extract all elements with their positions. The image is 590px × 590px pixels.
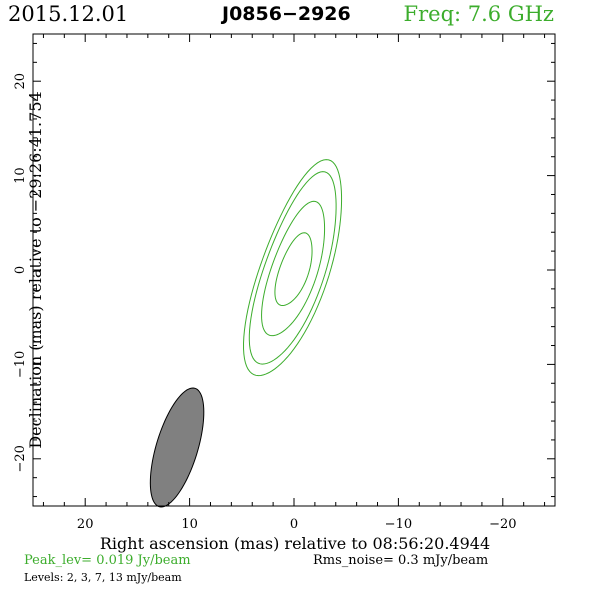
contour-level-2	[243, 159, 343, 377]
y-axis-label: Declination (mas) relative to −29:26:41.…	[26, 91, 45, 448]
plot-frame	[32, 33, 556, 507]
rms-noise: Rms_noise= 0.3 mJy/beam	[313, 553, 489, 568]
y-tick-label: 0	[13, 266, 28, 274]
axis-ticks	[33, 34, 555, 506]
axis-tick-labels: 20 10 0 −10 −20 20 10 0 −10 −20	[13, 73, 517, 532]
x-tick-label: 0	[290, 517, 298, 532]
contour-level-7	[261, 200, 326, 337]
source-name: J0856−2926	[222, 3, 351, 25]
peak-level: Peak_lev= 0.019 Jy/beam	[24, 553, 191, 568]
x-tick-label: 10	[181, 517, 198, 532]
y-tick-label: −10	[13, 351, 28, 378]
x-tick-label: −20	[489, 517, 516, 532]
beam-ellipse	[149, 387, 205, 508]
beam-group	[149, 387, 205, 508]
y-tick-label: −20	[13, 445, 28, 472]
y-tick-label: 10	[13, 167, 28, 184]
contour-group	[243, 159, 343, 377]
frequency-label: Freq: 7.6 GHz	[403, 2, 554, 26]
contour-level-3	[248, 171, 337, 365]
contour-levels: Levels: 2, 3, 7, 13 mJy/beam	[24, 571, 182, 584]
observation-date: 2015.12.01	[8, 2, 129, 26]
y-tick-label: 20	[13, 73, 28, 90]
x-tick-label: 20	[77, 517, 94, 532]
x-axis-label: Right ascension (mas) relative to 08:56:…	[100, 534, 490, 553]
contour-level-13	[274, 232, 313, 306]
x-tick-label: −10	[385, 517, 412, 532]
